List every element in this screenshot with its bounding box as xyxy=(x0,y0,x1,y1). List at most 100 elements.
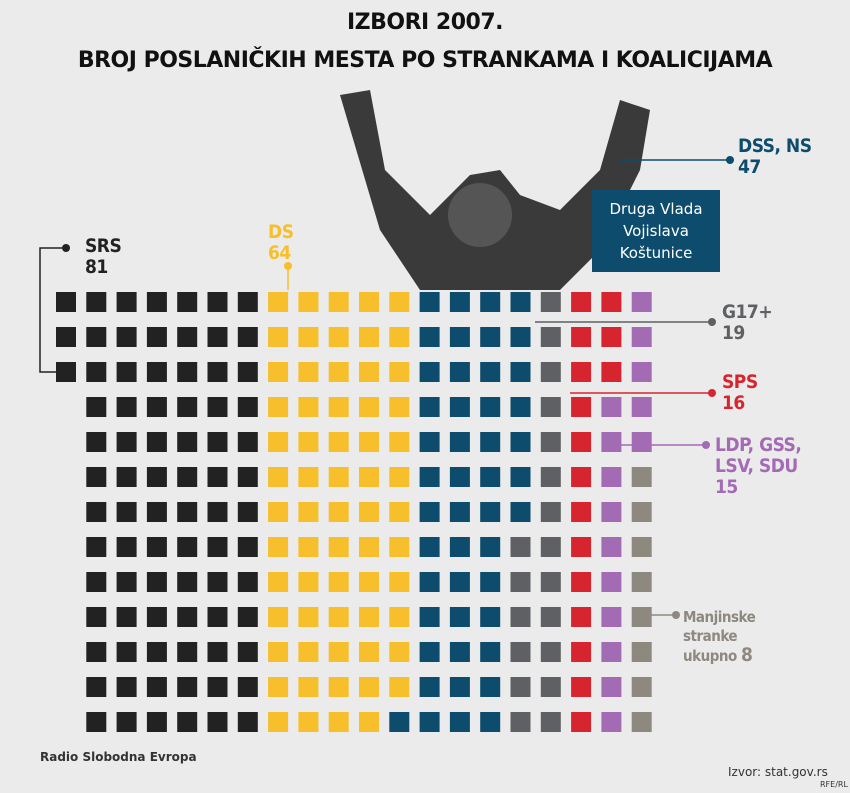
waffle-cell xyxy=(419,432,440,452)
waffle-cell xyxy=(389,642,410,662)
waffle-cell xyxy=(510,327,531,347)
waffle-cell xyxy=(359,432,379,452)
waffle-cell xyxy=(480,327,501,347)
waffle-cell xyxy=(237,712,258,732)
waffle-cell xyxy=(480,362,501,382)
waffle-cell xyxy=(56,362,76,382)
waffle-cell xyxy=(328,327,349,347)
waffle-cell xyxy=(328,607,349,627)
waffle-cell xyxy=(419,537,440,557)
waffle-cell xyxy=(328,642,349,662)
waffle-cell xyxy=(328,502,349,522)
party-label: SRS 81 xyxy=(85,236,122,278)
waffle-cell xyxy=(237,432,258,452)
waffle-cell xyxy=(631,327,652,347)
waffle-cell xyxy=(116,432,137,452)
waffle-cell xyxy=(631,572,652,592)
waffle-cell xyxy=(177,537,198,557)
waffle-cell xyxy=(510,397,531,417)
waffle-cell xyxy=(540,712,561,732)
waffle-cell xyxy=(601,362,622,382)
waffle-cell xyxy=(207,432,228,452)
waffle-cell xyxy=(177,502,198,522)
waffle-cell xyxy=(419,607,440,627)
waffle-cell xyxy=(449,712,470,732)
waffle-cell xyxy=(419,327,440,347)
party-label: G17+ 19 xyxy=(722,302,773,344)
seat-count: 47 xyxy=(738,156,761,178)
source: Izvor: stat.gov.rs xyxy=(728,765,828,779)
annotation-box: Druga Vlada Vojislava Koštunice xyxy=(592,190,720,272)
waffle-cell xyxy=(359,712,379,732)
waffle-cell xyxy=(389,607,410,627)
waffle-cell xyxy=(86,292,107,312)
party-label: SPS 16 xyxy=(722,372,758,414)
waffle-cell xyxy=(298,397,319,417)
waffle-cell xyxy=(510,537,531,557)
waffle-cell xyxy=(571,677,592,697)
waffle-cell xyxy=(116,642,137,662)
waffle-cell xyxy=(116,327,137,347)
party-name: Manjinske stranke ukupno xyxy=(683,608,756,665)
waffle-cell xyxy=(207,467,228,487)
waffle-cell xyxy=(359,607,379,627)
waffle-cell xyxy=(177,432,198,452)
waffle-cell xyxy=(237,607,258,627)
waffle-cell xyxy=(480,397,501,417)
waffle-cell xyxy=(510,432,531,452)
waffle-cell xyxy=(328,397,349,417)
waffle-cell xyxy=(540,397,561,417)
waffle-cell xyxy=(237,292,258,312)
waffle-cell xyxy=(571,327,592,347)
waffle-cell xyxy=(601,327,622,347)
waffle-cell xyxy=(207,362,228,382)
waffle-cell xyxy=(480,607,501,627)
party-label: DS 64 xyxy=(268,222,294,264)
waffle-cell xyxy=(237,397,258,417)
waffle-cell xyxy=(359,327,379,347)
waffle-cell xyxy=(540,642,561,662)
waffle-cell xyxy=(86,432,107,452)
waffle-cell xyxy=(601,432,622,452)
waffle-cell xyxy=(389,362,410,382)
waffle-cell xyxy=(540,502,561,522)
party-label: Manjinske stranke ukupno 8 xyxy=(683,608,768,666)
waffle-cell xyxy=(419,572,440,592)
waffle-cell xyxy=(328,432,349,452)
waffle-cell xyxy=(298,572,319,592)
waffle-cell xyxy=(601,712,622,732)
waffle-cell xyxy=(449,502,470,522)
waffle-cell xyxy=(116,677,137,697)
waffle-cell xyxy=(177,642,198,662)
waffle-cell xyxy=(177,467,198,487)
waffle-cell xyxy=(631,537,652,557)
waffle-cell xyxy=(601,677,622,697)
waffle-cell xyxy=(146,397,167,417)
waffle-cell xyxy=(631,292,652,312)
waffle-cell xyxy=(480,537,501,557)
waffle-cell xyxy=(207,292,228,312)
waffle-cell xyxy=(480,432,501,452)
waffle-cell xyxy=(571,467,592,487)
waffle-cell xyxy=(510,677,531,697)
waffle-cell xyxy=(510,642,531,662)
waffle-cell xyxy=(298,712,319,732)
waffle-cell xyxy=(298,607,319,627)
waffle-cell xyxy=(631,607,652,627)
waffle-cell xyxy=(389,572,410,592)
waffle-cell xyxy=(86,537,107,557)
leader-dot xyxy=(702,441,710,449)
waffle-cell xyxy=(268,432,289,452)
seat-count: 15 xyxy=(715,476,738,498)
waffle-cell xyxy=(116,362,137,382)
seat-count: 64 xyxy=(268,242,291,264)
leader-dot xyxy=(726,156,734,164)
waffle-cell xyxy=(449,467,470,487)
waffle-cell xyxy=(571,607,592,627)
waffle-cell xyxy=(86,712,107,732)
waffle-cell xyxy=(359,362,379,382)
waffle-cell xyxy=(540,362,561,382)
waffle-cell xyxy=(449,292,470,312)
waffle-cell xyxy=(480,467,501,487)
waffle-cell xyxy=(419,362,440,382)
